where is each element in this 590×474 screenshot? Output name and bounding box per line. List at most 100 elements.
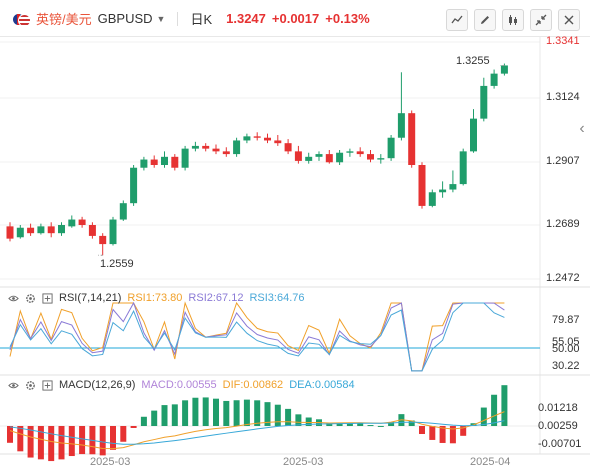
macd-histogram-bar (202, 397, 209, 426)
macd-histogram-bar (161, 405, 168, 426)
macd-histogram-bar (7, 426, 13, 443)
macd-histogram-bar (346, 422, 353, 426)
eye-icon[interactable] (8, 293, 19, 304)
macd-histogram-bar (367, 425, 374, 427)
macd-histogram-bar (110, 426, 116, 450)
period-selector[interactable]: 日K (190, 12, 213, 27)
macd-histogram-bar (233, 400, 240, 426)
macd-histogram-bar (151, 410, 158, 426)
macd-histogram-bar (182, 400, 189, 426)
dea-value: DEA:0.00584 (289, 379, 355, 391)
date-tick-label: 2025-03 (283, 456, 324, 468)
macd-histogram-bar (408, 420, 415, 426)
close-icon[interactable] (558, 9, 580, 31)
candle-body (274, 140, 282, 144)
rsi-label: RSI(7,14,21) (59, 292, 122, 304)
candle-body (418, 165, 426, 206)
rsi3-line (9, 302, 505, 372)
macd-histogram-bar (192, 397, 199, 426)
candle-body (109, 219, 117, 245)
low-annotation: 1.2559 (100, 258, 134, 270)
candle-body (490, 73, 498, 86)
candle-body (27, 227, 35, 234)
candlestick-icon[interactable] (502, 9, 524, 31)
macd-histogram-bar (99, 426, 106, 456)
macd-histogram-bar (27, 426, 34, 458)
macd-histogram-bar (357, 423, 364, 426)
macd-label: MACD(12,26,9) (59, 379, 136, 391)
settings-icon[interactable] (42, 379, 53, 391)
candle-body (336, 152, 344, 163)
dea-line (9, 420, 505, 445)
candle-body (480, 85, 488, 119)
candle-body (150, 159, 158, 165)
candle-body (37, 226, 45, 234)
chart-header: 英镑/美元 GBPUSD ▼ 日K 1.3247 +0.0017 +0.13% (0, 0, 590, 37)
candle-body (449, 184, 457, 190)
chevron-left-icon[interactable]: ‹ (579, 120, 585, 137)
symbol-name-cn: 英镑/美元 (36, 12, 92, 27)
macd-histogram-bar (140, 416, 147, 426)
candle-body (470, 118, 477, 152)
date-tick-label: 2025-03 (90, 456, 131, 468)
symbol-selector[interactable]: GBPUSD (97, 11, 153, 26)
rsi1-value: RSI1:73.80 (127, 292, 183, 304)
candle-body (439, 189, 447, 193)
candle-body (264, 137, 271, 141)
price-tick-label: 1.3124 (546, 91, 580, 103)
candle-body (325, 154, 333, 163)
candle-body (387, 137, 395, 159)
candle-body (171, 156, 179, 168)
candle-body (377, 158, 385, 160)
price-tick-label: 1.2907 (546, 155, 580, 167)
high-annotation: 1.3255 (456, 55, 490, 67)
macd-histogram-bar (223, 400, 230, 426)
candle-body (500, 65, 508, 74)
candle-body (315, 154, 323, 157)
macd-histogram-bar (171, 404, 178, 426)
dif-value: DIF:0.00862 (222, 379, 284, 391)
candle-body (212, 148, 220, 152)
symbol-info: 英镑/美元 GBPUSD ▼ 日K 1.3247 +0.0017 +0.13% (12, 9, 370, 28)
candle-body (346, 151, 354, 153)
macd-histogram-bar (130, 426, 137, 428)
rsi1-line (9, 301, 505, 372)
candle-body (408, 113, 416, 165)
candle-body (78, 219, 86, 225)
candle-body (119, 203, 127, 220)
rsi2-value: RSI2:67.12 (188, 292, 244, 304)
macd-histogram-bar (295, 414, 302, 426)
candle-body (47, 226, 55, 234)
rsi-header: RSI(7,14,21) RSI1:73.80 RSI2:67.12 RSI3:… (8, 292, 305, 304)
macd-histogram-bar (419, 426, 425, 435)
line-tool-icon[interactable] (446, 9, 468, 31)
macd-histogram-bar (377, 425, 384, 427)
macd-histogram-bar (120, 426, 127, 442)
settings-icon[interactable] (42, 292, 53, 304)
macd-histogram-bar (439, 426, 446, 443)
macd-histogram-bar (305, 417, 312, 426)
gear-icon[interactable] (25, 380, 36, 391)
candle-body (397, 113, 405, 138)
macd-tick-label: -0.00701 (538, 438, 582, 450)
macd-histogram-bar (460, 426, 467, 436)
macd-histogram-bar (491, 394, 498, 426)
candle-body (191, 145, 199, 149)
candle-body (99, 235, 107, 245)
eye-icon[interactable] (8, 380, 19, 391)
macd-histogram-bar (17, 426, 24, 452)
pencil-icon[interactable] (474, 9, 496, 31)
chevron-down-icon[interactable]: ▼ (156, 13, 166, 24)
macd-histogram-bar (480, 407, 487, 426)
date-tick-label: 2025-04 (470, 456, 511, 468)
macd-histogram-bar (79, 426, 86, 455)
gear-icon[interactable] (25, 293, 36, 304)
macd-histogram-bar (243, 399, 250, 426)
shrink-icon[interactable] (530, 9, 552, 31)
candle-body (356, 151, 364, 155)
macd-histogram-bar (48, 426, 55, 462)
candle-body (222, 151, 230, 155)
macd-histogram-bar (68, 426, 75, 457)
rsi-tick-label: 55.05 (552, 336, 580, 348)
